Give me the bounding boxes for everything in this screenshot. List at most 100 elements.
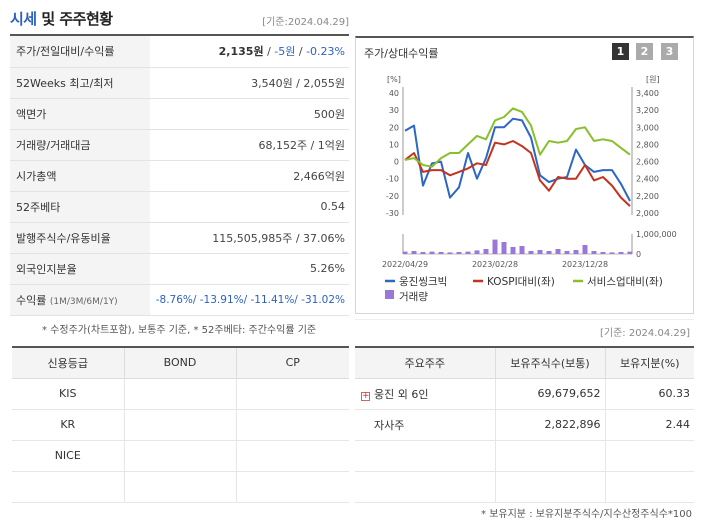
row-label: 52주베타 [10, 191, 150, 223]
row-label: 외국인지분율 [10, 253, 150, 285]
left-tick-label: -20 [386, 192, 399, 201]
row-value: 0.54 [150, 191, 349, 223]
bond-cell [124, 409, 237, 441]
table-row [12, 471, 349, 503]
reference-date: [기준:2024.04.29] [262, 17, 349, 28]
row-value: 3,540원 / 2,055원 [150, 67, 349, 99]
chart-page-2-button[interactable]: 2 [636, 43, 653, 60]
header-divider [10, 34, 349, 36]
right-tick-label: 2,400 [636, 175, 659, 184]
legend-label: 웅진씽크빅 [399, 276, 447, 288]
chart-page-3-button[interactable]: 3 [661, 43, 678, 60]
chart-panel [355, 36, 694, 314]
volume-bar [510, 247, 516, 254]
volume-bar [600, 252, 606, 254]
row-label: 주가/전일대비/수익률 [10, 36, 150, 68]
row-value: 2,135원 / -5원 / -0.23% [150, 36, 349, 68]
column-header: CP [236, 346, 349, 379]
left-unit-label: [%] [387, 75, 401, 84]
pct-cell: 2.44 [605, 409, 694, 441]
cp-cell [236, 440, 349, 472]
shares-cell [495, 440, 606, 472]
shares-cell [495, 471, 606, 503]
volume-bar [456, 252, 462, 254]
volume-bar [501, 242, 507, 254]
row-label-sub: (1M/3M/6M/1Y) [49, 296, 118, 307]
volume-bar [519, 246, 525, 254]
volume-bar [420, 252, 426, 254]
legend-label: 서비스업대비(좌) [587, 275, 663, 288]
table-row: 외국인지분율 5.26% [10, 253, 349, 285]
stock-info-table: 주가/전일대비/수익률 2,135원 / -5원 / -0.23% 52Week… [10, 36, 349, 316]
row-value: 5.26% [150, 253, 349, 285]
major-holders-table: 주요주주 보유주식수(보통) 보유지분(%) + 웅진 외 6인 69,679,6… [355, 346, 694, 503]
expand-icon[interactable]: + [361, 390, 370, 401]
column-header: 보유지분(%) [605, 346, 694, 379]
shares-cell: 69,679,652 [495, 378, 606, 410]
volume-bar [627, 251, 633, 254]
volume-bar [609, 252, 615, 254]
table-header-row: 신용등급 BOND CP [12, 346, 349, 379]
table-row [355, 440, 694, 472]
bond-cell [124, 378, 237, 410]
right-tick-label: 2,200 [636, 192, 659, 201]
chart-reference-date: [기준: 2024.04.29] [355, 319, 694, 339]
volume-tick-top: 1,000,000 [636, 230, 677, 239]
table-row: 발행주식수/유동비율 115,505,985주 / 37.06% [10, 222, 349, 254]
column-header: 신용등급 [12, 346, 125, 379]
column-header: 주요주주 [355, 346, 496, 379]
volume-bar [492, 239, 498, 254]
agency-cell [12, 471, 125, 503]
row-value: 68,152주 / 1억원 [150, 129, 349, 161]
separator: / [295, 45, 307, 59]
price-chart: [%] [원] 40 30 20 10 0 -10 -20 -30 3,400 3,200 3,000 2… [382, 75, 677, 303]
series-line-1 [404, 140, 631, 207]
left-tick-label: 0 [394, 158, 399, 167]
volume-bar [618, 252, 624, 254]
volume-bar [555, 249, 561, 254]
table-row: 시가총액 2,466억원 [10, 160, 349, 192]
section-title: 시세 및 주주현황 [10, 8, 113, 29]
table-header-row: 주요주주 보유주식수(보통) 보유지분(%) [355, 346, 694, 379]
right-tick-label: 3,400 [636, 89, 659, 98]
table-row: 52주베타 0.54 [10, 191, 349, 223]
right-unit-label: [원] [646, 75, 660, 84]
volume-bar [465, 251, 471, 254]
legend-swatch [385, 290, 394, 299]
cp-cell [236, 471, 349, 503]
row-label: 시가총액 [10, 160, 150, 192]
table-row: NICE [12, 440, 349, 472]
cp-cell [236, 409, 349, 441]
bond-cell [124, 440, 237, 472]
row-value: 115,505,985주 / 37.06% [150, 222, 349, 254]
row-value: -8.76%/ -13.91%/ -11.41%/ -31.02% [150, 284, 349, 316]
footnote-holders: * 보유지분 : 보유지분주식수/지수산정주식수*100 [481, 509, 692, 520]
volume-bar [546, 251, 552, 254]
cp-cell [236, 378, 349, 410]
holder-name: 자사주 [355, 409, 496, 441]
bond-cell [124, 471, 237, 503]
row-label: 수익률 (1M/3M/6M/1Y) [10, 284, 150, 316]
price-value: 2,135원 [218, 45, 264, 59]
section-title-rest: 및 주주현황 [36, 10, 113, 28]
left-tick-label: -30 [386, 209, 399, 218]
volume-bar [528, 251, 534, 254]
x-tick-label: 2022/04/29 [382, 260, 428, 269]
agency-cell: KR [12, 409, 125, 441]
section-title-accent: 시세 [10, 10, 37, 28]
chart-page-1-button[interactable]: 1 [612, 43, 629, 60]
row-label: 발행주식수/유동비율 [10, 222, 150, 254]
right-tick-label: 2,000 [636, 209, 659, 218]
volume-tick-bottom: 0 [636, 250, 641, 259]
volume-bar [447, 252, 453, 254]
chart-title: 주가/상대수익률 [364, 47, 439, 60]
x-tick-label: 2023/02/28 [472, 260, 518, 269]
table-row: 52Weeks 최고/최저 3,540원 / 2,055원 [10, 67, 349, 99]
volume-bar [582, 245, 588, 254]
row-value: 2,466억원 [150, 160, 349, 192]
right-tick-label: 2,600 [636, 158, 659, 167]
left-tick-label: 40 [389, 89, 399, 98]
holder-name [355, 471, 496, 503]
holder-name: 웅진 외 6인 [374, 387, 429, 401]
column-header: 보유주식수(보통) [495, 346, 606, 379]
